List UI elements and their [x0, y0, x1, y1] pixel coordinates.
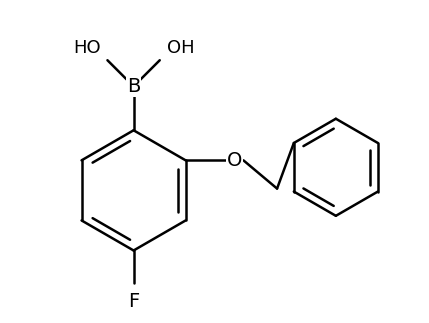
Text: OH: OH: [167, 39, 194, 57]
Text: HO: HO: [73, 39, 100, 57]
Text: B: B: [127, 77, 140, 96]
Text: O: O: [227, 151, 242, 170]
Text: F: F: [128, 292, 139, 311]
